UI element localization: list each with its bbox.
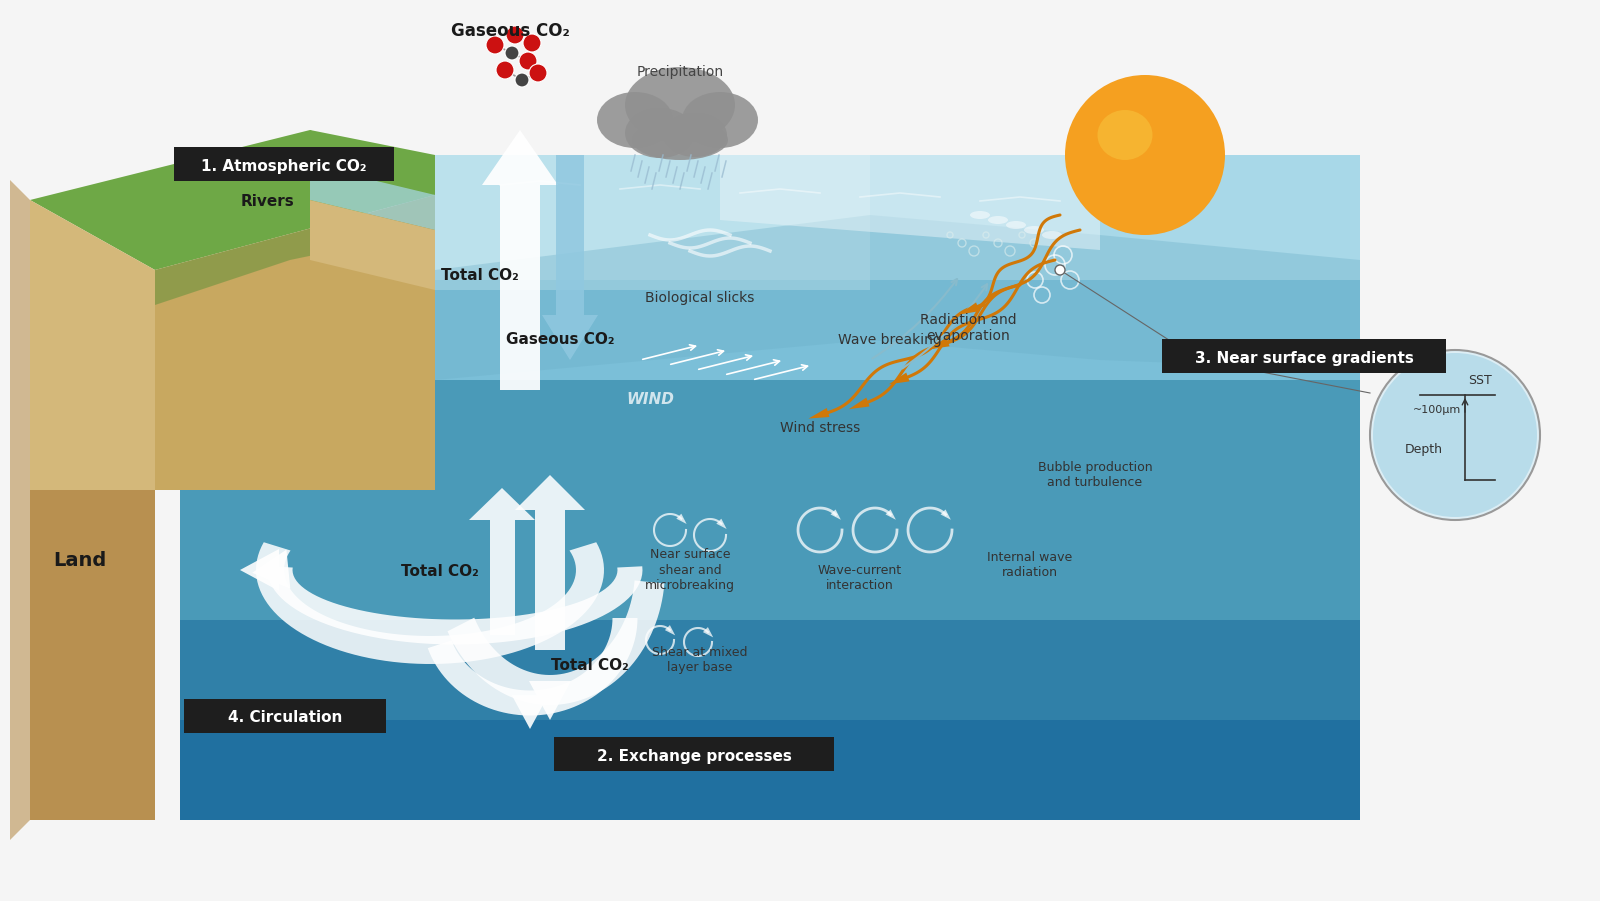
Polygon shape [256, 542, 603, 664]
Polygon shape [30, 130, 435, 270]
Polygon shape [310, 165, 435, 230]
Circle shape [1370, 350, 1539, 520]
Polygon shape [958, 303, 979, 314]
Ellipse shape [632, 120, 728, 160]
Polygon shape [30, 490, 155, 770]
Ellipse shape [682, 92, 758, 148]
Ellipse shape [1006, 221, 1026, 229]
Circle shape [506, 26, 525, 44]
Polygon shape [515, 475, 586, 650]
Polygon shape [717, 519, 726, 529]
Polygon shape [179, 155, 1360, 490]
Polygon shape [30, 770, 155, 820]
Polygon shape [267, 566, 643, 644]
Polygon shape [10, 180, 30, 840]
Text: Depth: Depth [1405, 443, 1443, 457]
Circle shape [506, 46, 518, 60]
Text: Near surface
shear and
microbreaking: Near surface shear and microbreaking [645, 549, 734, 591]
Polygon shape [179, 770, 1360, 820]
Text: 2. Exchange processes: 2. Exchange processes [597, 749, 792, 763]
Polygon shape [890, 373, 909, 385]
Text: Shear at mixed
layer base: Shear at mixed layer base [653, 646, 747, 674]
FancyBboxPatch shape [184, 699, 386, 733]
Wedge shape [1373, 353, 1538, 517]
Polygon shape [179, 490, 1360, 770]
Circle shape [1066, 75, 1226, 235]
Polygon shape [677, 514, 686, 524]
Text: Wave-current
interaction: Wave-current interaction [818, 564, 902, 592]
Polygon shape [427, 618, 637, 715]
Text: Gaseous CO₂: Gaseous CO₂ [451, 22, 570, 40]
Polygon shape [885, 509, 896, 520]
FancyBboxPatch shape [174, 147, 394, 181]
Polygon shape [941, 509, 950, 520]
Polygon shape [179, 280, 1360, 490]
Polygon shape [155, 195, 435, 490]
Text: Biological slicks: Biological slicks [645, 291, 755, 305]
Text: Total CO₂: Total CO₂ [550, 658, 629, 672]
Ellipse shape [662, 113, 726, 157]
Polygon shape [310, 200, 435, 290]
Text: Radiation and
evaporation: Radiation and evaporation [920, 313, 1016, 343]
Polygon shape [848, 397, 869, 409]
Polygon shape [808, 408, 829, 419]
Text: Total CO₂: Total CO₂ [402, 565, 478, 579]
Text: WIND: WIND [626, 393, 674, 407]
Text: Total CO₂: Total CO₂ [442, 268, 518, 283]
Polygon shape [482, 130, 558, 390]
Polygon shape [179, 720, 1360, 770]
Polygon shape [512, 696, 549, 729]
Text: Rivers: Rivers [242, 195, 294, 210]
Text: 4. Circulation: 4. Circulation [227, 711, 342, 725]
Polygon shape [155, 195, 435, 305]
Polygon shape [179, 380, 1360, 490]
Polygon shape [310, 130, 435, 195]
Ellipse shape [1024, 226, 1043, 234]
Text: 1. Atmospheric CO₂: 1. Atmospheric CO₂ [202, 159, 366, 174]
Text: ~100μm: ~100μm [1413, 405, 1461, 415]
Polygon shape [666, 625, 675, 635]
Circle shape [523, 34, 541, 52]
Ellipse shape [1098, 110, 1152, 160]
Polygon shape [179, 620, 1360, 720]
Polygon shape [435, 155, 870, 290]
Polygon shape [720, 155, 1101, 250]
Polygon shape [702, 627, 714, 637]
Text: Precipitation: Precipitation [637, 65, 723, 79]
Polygon shape [253, 550, 290, 588]
Text: SST: SST [1469, 374, 1491, 387]
Polygon shape [830, 509, 842, 520]
Text: Gaseous CO₂: Gaseous CO₂ [506, 332, 614, 348]
Circle shape [530, 64, 547, 82]
FancyBboxPatch shape [554, 737, 834, 771]
Text: Bubble production
and turbulence: Bubble production and turbulence [1038, 461, 1152, 489]
Text: 3. Near surface gradients: 3. Near surface gradients [1195, 350, 1413, 366]
Circle shape [518, 52, 538, 70]
Polygon shape [240, 549, 278, 591]
Polygon shape [542, 155, 598, 360]
Circle shape [486, 36, 504, 54]
Text: Land: Land [53, 551, 107, 569]
Text: Internal wave
radiation: Internal wave radiation [987, 551, 1072, 579]
Polygon shape [530, 681, 571, 720]
Polygon shape [179, 490, 1360, 620]
Circle shape [1054, 265, 1066, 275]
FancyBboxPatch shape [1162, 339, 1446, 373]
Ellipse shape [626, 67, 734, 143]
Polygon shape [30, 200, 155, 490]
Text: Wind stress: Wind stress [779, 421, 861, 435]
Ellipse shape [626, 108, 694, 158]
Ellipse shape [1042, 231, 1062, 239]
Ellipse shape [989, 216, 1008, 224]
Text: Wave breaking: Wave breaking [838, 333, 942, 347]
Ellipse shape [597, 92, 674, 148]
Polygon shape [448, 580, 664, 705]
Polygon shape [435, 215, 1360, 380]
Polygon shape [469, 488, 534, 635]
Ellipse shape [970, 211, 990, 219]
Circle shape [515, 73, 530, 87]
Polygon shape [930, 338, 950, 350]
Circle shape [496, 61, 514, 79]
